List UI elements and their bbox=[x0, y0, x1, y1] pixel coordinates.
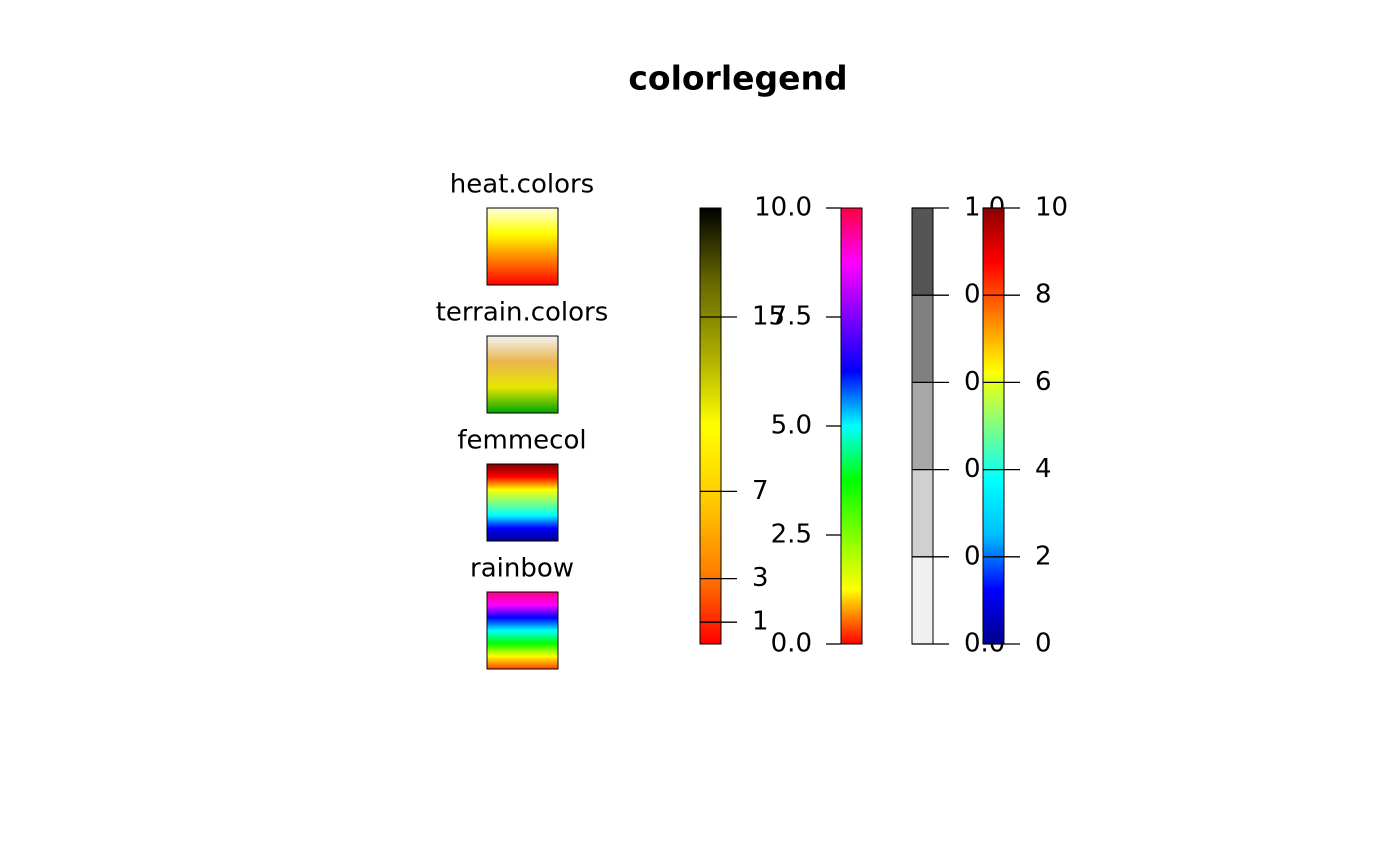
swatch bbox=[486, 335, 559, 414]
tick-label: 4 bbox=[1035, 454, 1052, 484]
swatch-label: heat.colors bbox=[450, 170, 594, 200]
colorbar bbox=[982, 207, 1005, 645]
colorbar bbox=[840, 207, 863, 645]
tick-label: 6 bbox=[1035, 367, 1052, 397]
swatch-label: femmecol bbox=[457, 426, 586, 456]
swatch bbox=[486, 463, 559, 542]
tick-label: 5.0 bbox=[771, 411, 812, 441]
tick-label: 10.0 bbox=[754, 193, 812, 223]
tick-label: 3 bbox=[752, 563, 769, 593]
tick-label: 0.0 bbox=[771, 629, 812, 659]
tick-label: 2.5 bbox=[771, 520, 812, 550]
swatch bbox=[486, 591, 559, 670]
tick-label: 2 bbox=[1035, 541, 1052, 571]
tick-label: 8 bbox=[1035, 280, 1052, 310]
tick-label: 7 bbox=[752, 476, 769, 506]
tick-label: 7.5 bbox=[771, 302, 812, 332]
tick-label: 1 bbox=[752, 607, 769, 637]
chart-title: colorlegend bbox=[628, 59, 847, 98]
swatch bbox=[486, 207, 559, 286]
tick-label: 15 bbox=[752, 302, 785, 332]
swatch-label: rainbow bbox=[470, 554, 574, 584]
swatch-label: terrain.colors bbox=[436, 298, 609, 328]
colorbar bbox=[911, 207, 934, 645]
tick-label: 0 bbox=[1035, 629, 1052, 659]
tick-label: 10 bbox=[1035, 193, 1068, 223]
